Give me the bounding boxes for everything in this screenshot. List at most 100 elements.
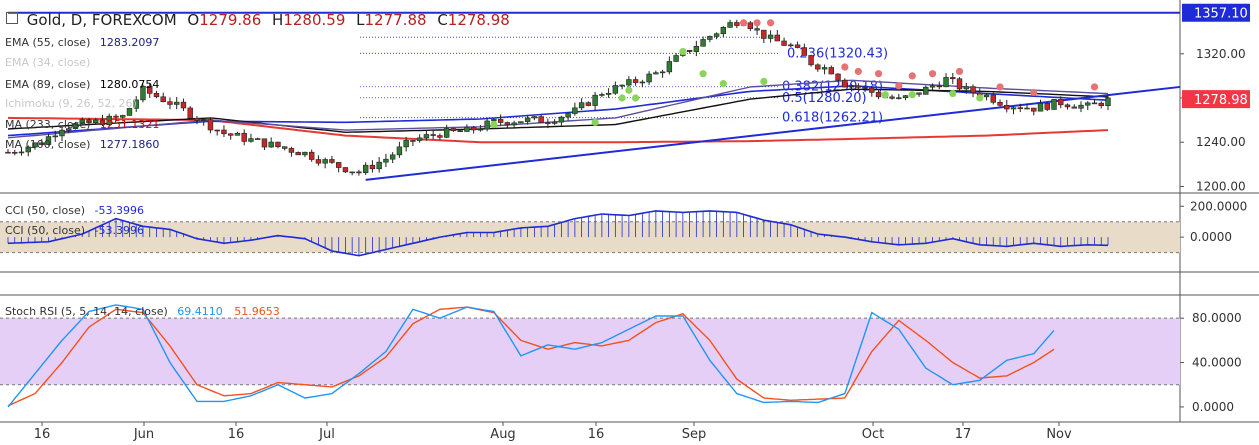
candle-body	[558, 116, 565, 123]
psar-dot-below	[625, 86, 633, 94]
psar-dot-above	[928, 70, 937, 78]
stoch-tick-label: 80.0000	[1192, 311, 1242, 325]
candle-body	[1044, 103, 1050, 110]
time-tick-label: Oct	[862, 427, 884, 442]
candle-body	[592, 94, 598, 106]
candle-body	[268, 141, 274, 148]
candle-body	[815, 64, 821, 70]
candle-body	[1004, 105, 1010, 110]
candle-body	[788, 44, 794, 47]
candle-body	[126, 108, 133, 116]
candle-body	[585, 102, 592, 106]
candle-body	[774, 34, 781, 42]
candle-body	[889, 96, 895, 99]
psar-dot-below	[679, 47, 687, 56]
candle-body	[464, 126, 470, 132]
candle-body	[261, 138, 268, 148]
candle-body	[599, 94, 605, 96]
price-badge-resistance-bg	[1182, 3, 1250, 22]
psar-dot-below	[490, 120, 498, 129]
candle-body	[1098, 102, 1104, 106]
price-badge-last: 1278.98	[1194, 93, 1248, 108]
candle-body	[389, 154, 396, 160]
candle-body	[518, 121, 524, 124]
candle-body	[875, 92, 882, 98]
candle-body	[450, 128, 457, 132]
candle-body	[72, 123, 79, 129]
cci-tick-label: 200.0000	[1190, 199, 1247, 213]
support-trendline	[365, 85, 1181, 181]
candle-body	[808, 55, 814, 66]
candle-body	[848, 85, 855, 88]
psar-dot-above	[1030, 88, 1038, 97]
candle-body	[916, 92, 922, 95]
candle-body	[497, 119, 504, 123]
candle-body	[1064, 104, 1071, 108]
candle-body	[700, 39, 706, 47]
candle-body	[929, 85, 936, 88]
candle-body	[106, 115, 112, 125]
time-tick-label: 16	[588, 427, 605, 442]
psar-dot-below	[618, 94, 626, 102]
candle-body	[160, 96, 166, 103]
price-badge-last-bg	[1182, 90, 1250, 109]
psar-dot-below	[719, 80, 727, 88]
time-tick-label: Jun	[133, 427, 154, 442]
candle-body	[565, 113, 571, 118]
candle-body	[936, 85, 942, 88]
candle-body	[140, 85, 146, 101]
candle-body	[416, 137, 423, 141]
candle-body	[896, 97, 902, 100]
candle-body	[923, 86, 929, 95]
candle-body	[315, 159, 322, 164]
psar-dot-below	[976, 94, 984, 102]
candle-body	[322, 159, 328, 164]
candle-body	[362, 164, 369, 173]
candle-body	[983, 94, 990, 98]
candle-body	[201, 119, 207, 121]
cci-tick-label: 0.0000	[1190, 230, 1232, 244]
candle-body	[1051, 99, 1057, 110]
candle-body	[437, 135, 443, 138]
candle-body	[551, 121, 558, 124]
candle-body	[302, 151, 308, 156]
candle-body	[653, 72, 659, 75]
candle-body	[1024, 107, 1030, 110]
candle-body	[970, 86, 976, 94]
time-tick-label: Sep	[682, 427, 707, 442]
candle-body	[673, 55, 679, 62]
stoch-band	[0, 318, 1180, 385]
candle-body	[545, 122, 551, 124]
candle-body	[275, 141, 281, 148]
candle-body	[524, 117, 531, 122]
candle-body	[295, 152, 301, 156]
candle-body	[1031, 107, 1037, 112]
candle-body	[457, 130, 463, 133]
psar-dot-below	[908, 91, 916, 99]
candle-body	[18, 151, 25, 154]
ma100-line	[7, 84, 1109, 137]
candle-body	[376, 161, 382, 170]
candle-body	[963, 86, 969, 90]
candle-body	[194, 117, 200, 121]
candle-body	[821, 67, 828, 70]
candle-body	[504, 122, 511, 126]
candle-body	[227, 133, 234, 136]
candle-body	[12, 151, 18, 154]
candle-body	[288, 148, 295, 153]
candle-body	[612, 85, 619, 94]
psar-dot-below	[699, 70, 707, 78]
candle-body	[1071, 106, 1077, 109]
candle-body	[430, 134, 436, 136]
candle-body	[423, 134, 430, 139]
psar-dot-below	[760, 77, 768, 86]
ema89-line	[7, 88, 1109, 134]
candle-body	[754, 28, 760, 31]
psar-dot-above	[908, 72, 916, 80]
candle-body	[66, 128, 72, 131]
candle-body	[241, 132, 247, 142]
candle-body	[869, 87, 875, 93]
candle-body	[180, 101, 187, 109]
candle-body	[531, 116, 538, 119]
